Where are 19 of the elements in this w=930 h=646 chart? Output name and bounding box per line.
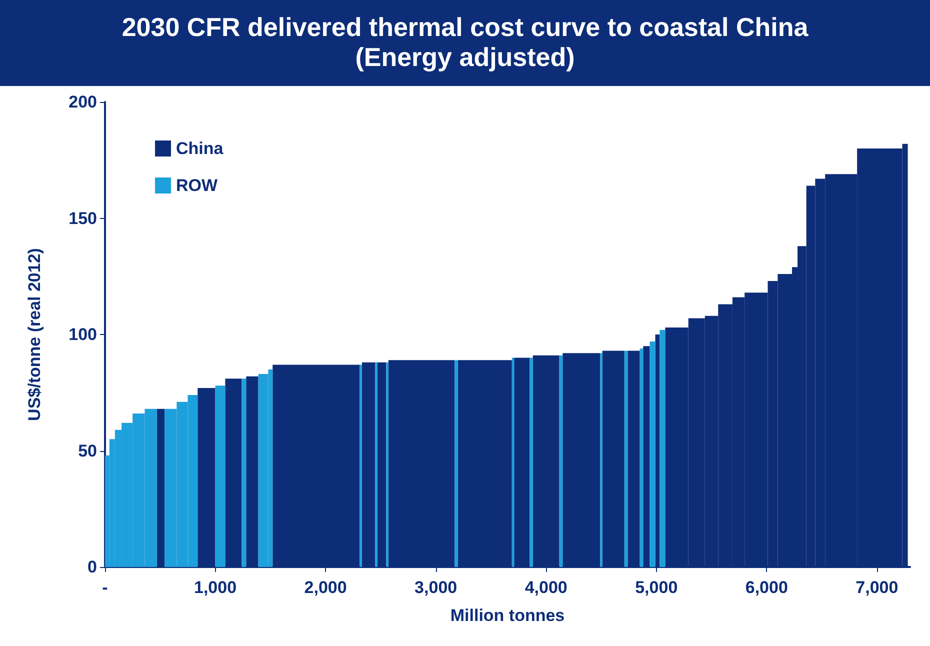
x-tick-label: 6,000 bbox=[745, 578, 788, 597]
x-tick-label: 1,000 bbox=[194, 578, 237, 597]
x-tick-label: - bbox=[102, 578, 108, 597]
x-tick-label: 2,000 bbox=[304, 578, 347, 597]
x-tick-label: 4,000 bbox=[524, 578, 568, 597]
y-tick-label: 150 bbox=[68, 208, 97, 228]
x-tick-label: 7,000 bbox=[856, 578, 898, 597]
legend-label: China bbox=[176, 139, 224, 158]
y-tick-label: 100 bbox=[68, 325, 97, 344]
x-tick-label: 3,000 bbox=[414, 578, 458, 597]
x-tick-label: 5,000 bbox=[635, 578, 678, 597]
legend-label: ROW bbox=[176, 176, 218, 195]
chart-title: 2030 CFR delivered thermal cost curve to coastal China bbox=[120, 12, 810, 42]
y-tick-label: 0 bbox=[88, 558, 97, 576]
x-axis-title: Million tonnes bbox=[450, 606, 565, 625]
y-axis-title: US$/tonne (real 2012) bbox=[25, 248, 44, 421]
chart-subtitle: (Energy adjusted) bbox=[354, 42, 576, 72]
y-tick-label: 50 bbox=[78, 441, 97, 460]
y-tick-label: 200 bbox=[68, 92, 97, 112]
